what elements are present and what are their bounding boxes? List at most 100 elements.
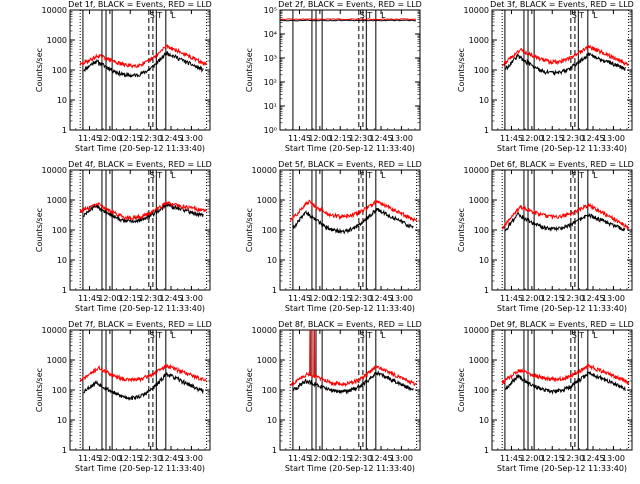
bracket-label: T: [156, 171, 162, 180]
bracket-label: L: [381, 171, 386, 180]
chart-panel-2: Det 2f, BLACK = Events, RED = LLD 10⁰ 10¹ 1…: [245, 0, 422, 153]
bracket-label: S: [360, 331, 365, 340]
y-tick-label: 1000: [469, 196, 489, 205]
x-tick-label: 12:30: [561, 454, 584, 463]
bracket-label: S: [572, 331, 577, 340]
x-tick-label: 12:45: [369, 294, 392, 303]
x-axis-label: Start Time (20-Sep-12 11:33:40): [285, 304, 415, 313]
y-tick-label: 1: [484, 286, 489, 295]
bracket-label: T: [578, 171, 584, 180]
black-events-series: [505, 370, 626, 395]
bracket-label: S: [150, 11, 155, 20]
x-tick-label: 12:15: [541, 294, 564, 303]
bracket-label: T: [366, 171, 372, 180]
x-tick-label: 12:45: [159, 294, 182, 303]
y-tick-label: 10000: [464, 166, 489, 175]
black-events-series: [280, 19, 416, 22]
chart-title: Det 2f, BLACK = Events, RED = LLD: [278, 0, 422, 9]
plot-frame: [491, 169, 633, 291]
bracket-label: L: [171, 331, 176, 340]
x-axis-label: Start Time (20-Sep-12 11:33:40): [497, 144, 627, 153]
y-tick-label: 10000: [464, 6, 489, 15]
black-events-series: [505, 51, 626, 76]
x-tick-label: 12:45: [581, 294, 604, 303]
red-lld-series: [289, 199, 418, 223]
y-tick-label: 10000: [42, 6, 67, 15]
y-tick-label: 1: [62, 286, 67, 295]
chart-title: Det 9f, BLACK = Events, RED = LLD: [490, 320, 634, 329]
bracket-label: L: [593, 171, 598, 180]
y-tick-label: 10: [57, 96, 67, 105]
x-tick-label: 12:45: [159, 454, 182, 463]
x-tick-label: 12:00: [308, 294, 331, 303]
red-lld-series: [79, 362, 207, 383]
y-tick-label: 10000: [42, 326, 67, 335]
y-tick-label: 10⁵: [264, 6, 277, 15]
y-tick-label: 1000: [469, 356, 489, 365]
plot-frame: [279, 9, 421, 131]
x-tick-label: 12:45: [369, 454, 392, 463]
y-axis-label: Counts/sec: [35, 208, 44, 252]
red-lld-series: [280, 18, 417, 21]
y-tick-label: 10: [267, 256, 277, 265]
x-axis-label: Start Time (20-Sep-12 11:33:40): [285, 464, 415, 473]
x-tick-label: 12:45: [369, 134, 392, 143]
x-tick-label: 13:00: [602, 294, 625, 303]
x-tick-label: 12:45: [159, 134, 182, 143]
x-tick-label: 11:45: [500, 454, 523, 463]
y-tick-label: 1: [62, 126, 67, 135]
y-tick-label: 10: [57, 416, 67, 425]
y-axis-label: Counts/sec: [457, 48, 466, 92]
x-tick-label: 12:15: [329, 134, 352, 143]
x-tick-label: 13:00: [602, 454, 625, 463]
red-lld-series: [289, 330, 418, 388]
x-tick-label: 11:45: [288, 454, 311, 463]
x-tick-label: 12:15: [541, 454, 564, 463]
x-tick-label: 12:15: [329, 294, 352, 303]
chart-title: Det 1f, BLACK = Events, RED = LLD: [68, 0, 212, 9]
x-tick-label: 12:00: [308, 134, 331, 143]
x-tick-label: 12:30: [349, 134, 372, 143]
x-tick-label: 12:00: [520, 294, 543, 303]
x-axis-label: Start Time (20-Sep-12 11:33:40): [75, 144, 205, 153]
y-tick-label: 10: [267, 416, 277, 425]
x-tick-label: 11:45: [78, 454, 101, 463]
bracket-label: S: [360, 11, 365, 20]
x-tick-label: 12:30: [561, 134, 584, 143]
y-tick-label: 10000: [252, 326, 277, 335]
red-lld-series: [502, 44, 630, 67]
x-tick-label: 11:45: [288, 294, 311, 303]
x-axis-label: Start Time (20-Sep-12 11:33:40): [497, 464, 627, 473]
y-axis-label: Counts/sec: [245, 208, 254, 252]
black-events-series: [83, 51, 204, 78]
chart-panel-1: Det 1f, BLACK = Events, RED = LLD 1 10 100 1…: [35, 0, 212, 153]
y-tick-label: 1: [484, 446, 489, 455]
x-tick-label: 11:45: [500, 134, 523, 143]
chart-title: Det 7f, BLACK = Events, RED = LLD: [68, 320, 212, 329]
y-tick-label: 100: [474, 226, 489, 235]
y-tick-label: 1000: [47, 356, 67, 365]
y-tick-label: 100: [474, 386, 489, 395]
chart-title: Det 6f, BLACK = Events, RED = LLD: [490, 160, 634, 169]
y-tick-label: 100: [474, 66, 489, 75]
y-tick-label: 1: [62, 446, 67, 455]
x-tick-label: 13:00: [390, 454, 413, 463]
x-tick-label: 11:45: [288, 134, 311, 143]
x-axis-label: Start Time (20-Sep-12 11:33:40): [75, 304, 205, 313]
bracket-label: S: [150, 171, 155, 180]
plot-frame: [69, 169, 211, 291]
y-tick-label: 10³: [264, 54, 277, 63]
x-tick-label: 12:15: [119, 454, 142, 463]
y-tick-label: 1000: [47, 196, 67, 205]
x-tick-label: 13:00: [180, 134, 203, 143]
x-tick-label: 13:00: [390, 134, 413, 143]
y-tick-label: 10²: [264, 78, 277, 87]
x-tick-label: 12:30: [349, 454, 372, 463]
black-events-series: [83, 202, 204, 224]
y-tick-label: 1000: [257, 356, 277, 365]
x-tick-label: 12:30: [561, 294, 584, 303]
x-tick-label: 12:00: [308, 454, 331, 463]
x-tick-label: 12:00: [520, 454, 543, 463]
black-events-series: [505, 210, 626, 232]
